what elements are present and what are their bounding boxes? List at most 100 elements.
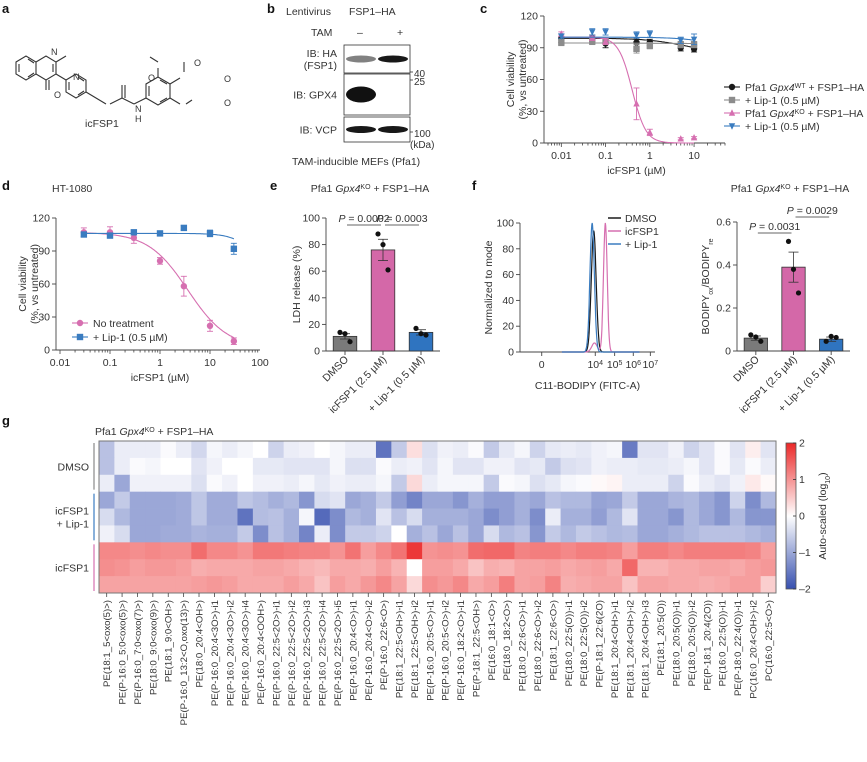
heatmap-cell (422, 441, 438, 459)
heatmap-cell (299, 576, 315, 594)
heatmap-cell (191, 457, 208, 476)
heatmap-cell (683, 559, 700, 577)
heatmap-cell (283, 508, 300, 526)
legend-label-icfsp1: icFSP1 (625, 226, 659, 238)
heatmap-cell (160, 559, 177, 577)
heatmap-cell (760, 441, 777, 459)
heatmap-cell (252, 474, 269, 493)
heatmap-cell (375, 525, 392, 543)
heatmap-cell (191, 474, 208, 493)
heatmap-cell (160, 474, 177, 493)
heatmap-cell (437, 457, 454, 476)
y-tick-label: 80 (502, 243, 514, 255)
heatmap-cell (129, 491, 146, 509)
heatmap-cell (652, 474, 669, 493)
heatmap-cell (283, 542, 300, 560)
heatmap-cell (206, 525, 223, 543)
heatmap-cell (329, 491, 346, 509)
marker-100: 100 (414, 129, 431, 140)
heatmap-cell (99, 542, 115, 560)
column-label: PE(P-16:0_20:4<3O>)-i2 (225, 600, 236, 706)
heatmap-cell (637, 576, 654, 594)
heatmap-cell (514, 441, 531, 459)
chemical-structure-icfsp1 (15, 55, 193, 106)
y-tick-label: 90 (526, 42, 538, 54)
data-point (795, 290, 802, 296)
heatmap-cell (175, 542, 192, 560)
y-tick-label: 120 (32, 213, 50, 225)
heatmap-cell (714, 457, 731, 476)
colorbar-tick-label: 1 (799, 474, 805, 486)
y-axis-label: Normalized to mode (483, 240, 495, 334)
y-tick-label: 120 (520, 11, 538, 23)
heatmap-cell (360, 559, 377, 577)
heatmap-cell (514, 542, 531, 560)
heatmap-cell (483, 474, 500, 493)
heatmap-cell (499, 542, 515, 560)
blot-band (346, 86, 376, 103)
heatmap-cell (499, 576, 515, 594)
heatmap-cell (175, 525, 192, 543)
y-tick-label: 0.4 (716, 260, 731, 272)
heatmap-cell (406, 576, 423, 594)
panel-a: a N N O (2, 1, 231, 130)
heatmap-cell (529, 576, 546, 594)
heatmap-cell (268, 525, 285, 543)
heatmap-cell (622, 525, 638, 543)
x-tick-label: 1 (647, 150, 653, 162)
heatmap-cell (206, 508, 223, 526)
heatmap-cell (160, 576, 177, 594)
heatmap-cell (206, 474, 223, 493)
heatmap-cell (591, 559, 608, 577)
x-tick-label: 104 (587, 359, 603, 371)
column-label: PE(18:1_22:6<O>) (548, 600, 559, 681)
heatmap-cell (268, 559, 285, 577)
heatmap-cell (222, 559, 238, 577)
heatmap-cell (652, 559, 669, 577)
heatmap-cell (683, 457, 700, 476)
heatmap-cell (622, 542, 638, 560)
heatmap-cell (483, 491, 500, 509)
heatmap-cell (668, 491, 685, 509)
heatmap-cell (191, 576, 208, 594)
tam-minus: – (357, 27, 363, 39)
heatmap-cell (375, 474, 392, 493)
data-point (677, 37, 684, 45)
heatmap-cell (606, 525, 623, 543)
heatmap-cell (622, 508, 638, 526)
heatmap-cell (499, 441, 515, 459)
heatmap-cell (145, 474, 161, 493)
heatmap-cell (206, 559, 223, 577)
colorbar-label: Auto-scaled (log10) (817, 472, 832, 559)
heatmap-cell (514, 491, 531, 509)
heatmap-cell (622, 474, 638, 493)
heatmap-cell (591, 491, 608, 509)
heatmap-cell (314, 457, 331, 476)
group-label: icFSP1 (55, 506, 89, 518)
heatmap-cell (299, 491, 315, 509)
heatmap-cell (529, 457, 546, 476)
colorbar-tick-label: 2 (799, 438, 805, 450)
heatmap-cell (729, 457, 746, 476)
p-value-label: P = 0.0002 (338, 213, 389, 225)
heatmap-cell (745, 491, 762, 509)
column-label: PC(16:0_20:4<OH>)-i2 (748, 600, 759, 699)
heatmap-cell (206, 542, 223, 560)
heatmap-cell (145, 457, 161, 476)
data-point (380, 242, 386, 248)
heatmap-cell (468, 508, 485, 526)
group-label: + Lip-1 (57, 519, 90, 531)
heatmap-cell (345, 542, 361, 560)
heatmap-cell (237, 508, 254, 526)
heatmap-cell (652, 457, 669, 476)
heatmap-cell (222, 525, 238, 543)
heatmap-cell (145, 559, 161, 577)
heatmap-cell (391, 441, 408, 459)
heatmap-cell (314, 542, 331, 560)
heatmap-cell (560, 474, 577, 493)
heatmap-cell (345, 525, 361, 543)
heatmap-cell (145, 576, 161, 594)
heatmap-cell (714, 576, 731, 594)
y-tick-label: 0.6 (716, 217, 731, 229)
